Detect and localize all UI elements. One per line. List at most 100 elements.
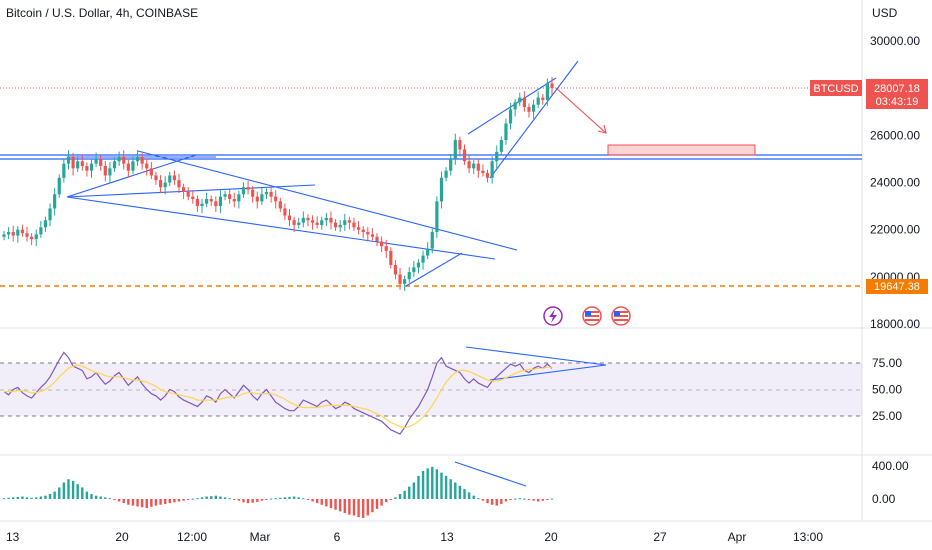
histogram-bar	[269, 498, 273, 500]
time-tick-label: 13	[6, 530, 20, 544]
candle-body	[412, 267, 416, 273]
histogram-bar	[219, 496, 222, 499]
histogram-bar	[518, 498, 521, 500]
candle-body	[158, 180, 163, 188]
candle-body	[168, 175, 172, 183]
rsi-lines-group	[3, 351, 553, 435]
candle-body	[154, 175, 158, 181]
time-tick-label: Mar	[250, 530, 271, 544]
trend-drawings[interactable]	[66, 60, 607, 487]
histogram-bar	[288, 496, 291, 499]
candle-body	[536, 97, 540, 105]
candle-body	[426, 248, 430, 256]
histogram-bar	[546, 499, 549, 500]
candle-body	[25, 233, 29, 237]
candle-body	[112, 161, 117, 169]
price-tick-label: 26000.00	[870, 128, 920, 142]
symbol-label: BTCUSD	[813, 83, 858, 95]
time-tick-label: 20	[544, 530, 558, 544]
histogram-bar	[191, 498, 195, 500]
candle-body	[389, 250, 393, 266]
candle-body	[338, 224, 342, 228]
histogram-bar	[444, 475, 448, 499]
rsi-line	[3, 351, 553, 435]
histogram-bar	[371, 499, 374, 513]
us-flag-icon[interactable]	[611, 306, 631, 326]
histogram-bar	[389, 499, 393, 500]
histogram-bar	[329, 499, 333, 509]
candle-body	[292, 220, 296, 225]
histogram-bar	[131, 499, 135, 506]
time-tick-label: 20	[115, 530, 129, 544]
candle-body	[122, 156, 126, 164]
lightning-icon[interactable]	[543, 306, 563, 326]
projection-arrow[interactable]	[555, 87, 607, 134]
histogram-bar	[2, 498, 6, 500]
candle-body	[218, 196, 223, 207]
histogram-bar	[325, 499, 328, 507]
histogram-bar	[30, 497, 33, 499]
histogram-bar	[315, 499, 319, 504]
candle-body	[80, 161, 84, 166]
histogram-bar	[366, 499, 369, 516]
candle-body	[48, 208, 52, 221]
candle-body	[145, 163, 149, 169]
histogram-bar	[449, 479, 452, 499]
candle-body	[71, 156, 75, 169]
candle-body	[301, 217, 305, 223]
histogram-bar	[67, 479, 70, 499]
histogram-bar	[352, 499, 356, 516]
candle-body	[481, 170, 485, 174]
candle-body	[393, 265, 398, 275]
histogram-bar	[140, 499, 144, 508]
histogram-bar	[283, 497, 287, 499]
histogram-bar	[260, 499, 264, 501]
histogram-bar	[536, 499, 540, 502]
candle-body	[384, 246, 388, 251]
histogram-bar	[412, 482, 416, 499]
candle-body	[255, 196, 259, 202]
histogram-bar	[357, 499, 360, 518]
histogram-bar	[12, 497, 15, 499]
histogram-bar	[136, 499, 139, 507]
candle-body	[11, 232, 15, 236]
candle-body	[57, 177, 61, 195]
histogram-bar	[35, 497, 38, 499]
candle-body	[34, 234, 38, 240]
histogram-bar	[223, 497, 227, 499]
histogram-bar	[159, 499, 162, 505]
candle-body	[191, 196, 195, 200]
histogram-bar	[481, 499, 485, 501]
candle-body	[7, 232, 11, 235]
histogram-bar	[490, 499, 494, 505]
histogram-bar	[527, 499, 531, 500]
histogram-bar	[394, 497, 397, 499]
candle-body	[39, 227, 43, 235]
candle-body	[306, 217, 310, 221]
chart-title: Bitcoin / U.S. Dollar, 4h, COINBASE	[6, 6, 199, 20]
candle-body	[407, 272, 411, 280]
us-flag-icon[interactable]	[582, 306, 602, 326]
histogram-bar	[297, 497, 300, 499]
histogram-bar	[463, 489, 466, 499]
histogram-bar	[417, 475, 420, 499]
candle-body	[490, 161, 494, 178]
candle-body	[356, 227, 361, 230]
histogram-bar	[477, 498, 480, 500]
histogram-bar	[39, 496, 43, 499]
histogram-bar	[113, 499, 116, 500]
histogram-bar	[467, 492, 471, 499]
candle-body	[430, 232, 434, 249]
histogram-bar	[94, 495, 98, 499]
histogram-bar	[500, 499, 503, 504]
histogram-bar	[509, 499, 512, 500]
candle-body	[439, 177, 444, 202]
candle-body	[522, 97, 526, 108]
candle-body	[278, 201, 282, 209]
target-zone[interactable]	[607, 144, 756, 156]
histogram-bar	[302, 498, 305, 500]
candle-body	[228, 194, 232, 200]
candle-body	[531, 104, 536, 112]
candle-body	[126, 163, 130, 171]
